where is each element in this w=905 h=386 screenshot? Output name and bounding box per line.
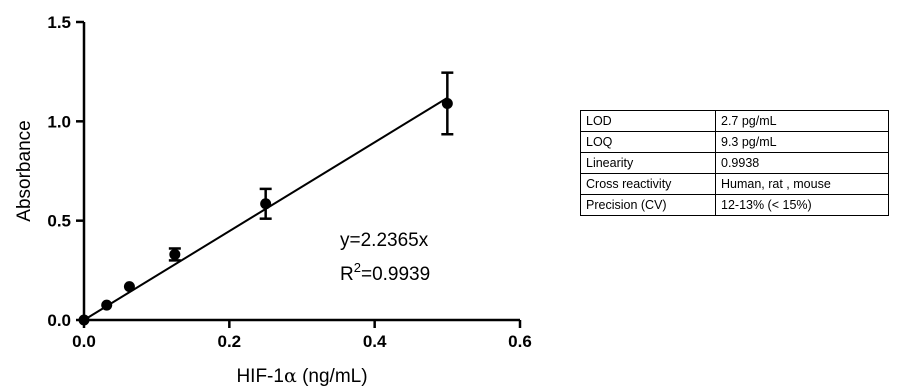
- spec-label: Cross reactivity: [580, 173, 716, 195]
- x-tick-label: 0.6: [508, 332, 532, 351]
- spec-row: Precision (CV) 12-13% (< 15%): [580, 194, 889, 216]
- spec-value: 0.9938: [715, 152, 889, 174]
- data-point: [169, 248, 181, 260]
- y-tick-label: 0.5: [47, 212, 71, 231]
- x-axis-title: HIF-1α (ng/mL): [236, 365, 367, 386]
- y-axis-title: Absorbance: [14, 120, 35, 221]
- spec-value: 2.7 pg/mL: [715, 110, 889, 132]
- y-tick-label: 1.0: [47, 112, 71, 131]
- assay-spec-table: LOD 2.7 pg/mL LOQ 9.3 pg/mL Linearity 0.9938 C…: [580, 110, 889, 216]
- spec-value: 9.3 pg/mL: [715, 131, 889, 153]
- data-points: [78, 71, 454, 326]
- data-point: [123, 281, 135, 293]
- spec-label: Linearity: [580, 152, 716, 174]
- standard-curve-chart: 0.0 0.5 1.0 1.5 0.0 0.2 0.4 0.6 Absorbance HIF…: [14, 13, 532, 386]
- x-tick-label: 0.0: [72, 332, 96, 351]
- spec-row: LOD 2.7 pg/mL: [580, 110, 889, 132]
- spec-label: LOQ: [580, 131, 716, 153]
- spec-value: Human, rat , mouse: [715, 173, 889, 195]
- spec-row: Linearity 0.9938: [580, 152, 889, 174]
- y-ticks: 0.0 0.5 1.0 1.5: [47, 13, 84, 330]
- spec-value: 12-13% (< 15%): [715, 194, 889, 216]
- x-ticks: 0.0 0.2 0.4 0.6: [72, 320, 532, 351]
- fit-equation: y=2.2365x: [340, 230, 429, 251]
- data-point: [441, 97, 453, 109]
- spec-label: LOD: [580, 110, 716, 132]
- y-tick-label: 0.0: [47, 311, 71, 330]
- x-tick-label: 0.2: [218, 332, 242, 351]
- x-tick-label: 0.4: [363, 332, 387, 351]
- data-point: [101, 299, 113, 311]
- spec-label: Precision (CV): [580, 194, 716, 216]
- spec-row: LOQ 9.3 pg/mL: [580, 131, 889, 153]
- data-point: [260, 198, 272, 210]
- data-point: [78, 314, 90, 326]
- y-tick-label: 1.5: [47, 13, 71, 32]
- r-squared: R2=0.9939: [340, 260, 430, 285]
- spec-row: Cross reactivity Human, rat , mouse: [580, 173, 889, 195]
